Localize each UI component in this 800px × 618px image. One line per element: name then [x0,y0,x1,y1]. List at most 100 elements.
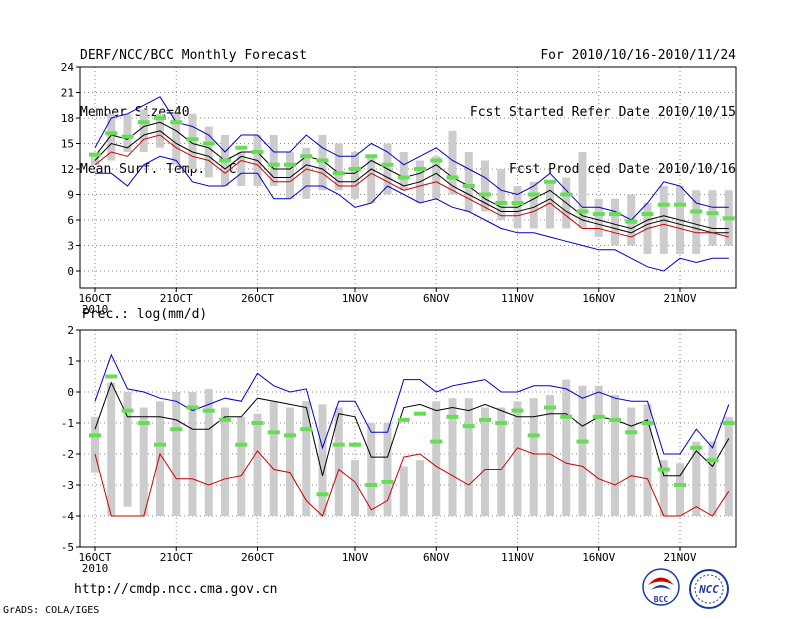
box-bar [448,130,457,195]
box-bar [91,416,99,473]
box-bar [464,152,473,212]
median-mark [137,120,150,125]
median-mark [657,467,670,472]
median-mark [284,162,296,167]
median-mark [722,216,735,221]
x-tick-label: 11NOV [501,292,534,305]
box-bar [204,126,213,178]
x-tick-label: 26OCT [241,292,274,305]
y-tick-label: -4 [61,510,75,523]
median-mark [462,184,475,188]
fcst-started-date: Fcst Started Refer Date 2010/10/15 [469,105,736,120]
median-mark [576,209,589,214]
median-mark [625,430,638,435]
box-bar [123,392,132,507]
x-tick-label: 21OCT [160,292,193,305]
x-tick-label: 1NOV [342,551,369,564]
median-mark [365,483,378,487]
median-mark [430,439,443,444]
box-bar [221,407,229,516]
box-bar [318,135,327,191]
box-bar [562,379,571,516]
median-mark [154,116,166,120]
bcc-logo: BCC [642,568,680,606]
median-mark [706,211,719,216]
median-mark [349,167,361,171]
median-mark [154,442,166,447]
box-bar [172,392,181,516]
median-mark [170,427,183,432]
grads-credit: GrADS: COLA/IGES [3,605,100,616]
median-mark [219,158,231,163]
median-mark [202,408,215,413]
series-line [95,155,729,272]
median-mark [349,442,361,447]
median-mark [592,212,605,217]
median-mark [381,162,394,167]
y-tick-label: -3 [61,479,74,492]
box-bar [123,113,132,152]
box-bar [643,404,652,516]
box-bar [334,143,343,191]
median-mark [300,154,313,159]
median-mark [235,442,248,447]
box-bar [351,152,359,199]
median-mark [251,150,264,154]
x-tick-label: 1NOV [342,292,369,305]
box-bar [172,113,181,165]
ncc-logo-text: NCC [698,583,719,596]
y-tick-label: -2 [61,448,74,461]
ncc-logo: NCC [689,569,729,609]
box-bar [529,398,538,516]
median-mark [527,433,540,438]
precip-title: Prec.: log(mm/d) [82,307,208,322]
box-bar [286,407,294,516]
box-bar [318,404,327,516]
median-mark [657,202,670,207]
median-mark [332,442,345,447]
median-mark [609,212,621,217]
box-bar [464,398,473,516]
median-mark [316,158,329,163]
median-mark [186,137,199,142]
median-mark [592,414,605,419]
box-bar [237,416,246,516]
median-mark [235,145,248,150]
x-tick-year: 2010 [82,303,109,316]
website-url[interactable]: http://cmdp.ncc.cma.gov.cn [74,582,278,597]
series-line [94,447,730,517]
box-bar [399,466,408,516]
box-bar [188,113,197,169]
median-mark [332,171,345,176]
x-tick-label: 21NOV [663,292,696,305]
median-mark [202,141,215,146]
box-bar [334,407,343,516]
median-mark [479,417,491,422]
box-bar [156,401,164,516]
median-mark [381,479,394,484]
y-tick-label: 0 [67,386,74,399]
y-tick-label: 2 [67,324,74,337]
median-mark [641,421,654,425]
box-bar [432,156,441,199]
chart-title: DERF/NCC/BCC Monthly Forecast [80,48,307,63]
median-mark [674,483,686,487]
box-bar [513,401,522,516]
median-mark [576,439,589,444]
x-tick-label: 26OCT [241,551,274,564]
median-mark [186,405,199,410]
median-mark [267,162,280,167]
box-bar [692,190,701,254]
series-line [94,96,729,221]
median-mark [105,131,118,136]
box-bar [302,147,311,199]
bcc-logo-text: BCC [654,595,669,604]
median-mark [722,421,735,425]
box-bar [578,385,587,516]
box-bar [253,413,262,516]
median-mark [641,212,654,217]
y-tick-label: -1 [61,417,74,430]
y-tick-label: 15 [61,138,74,151]
